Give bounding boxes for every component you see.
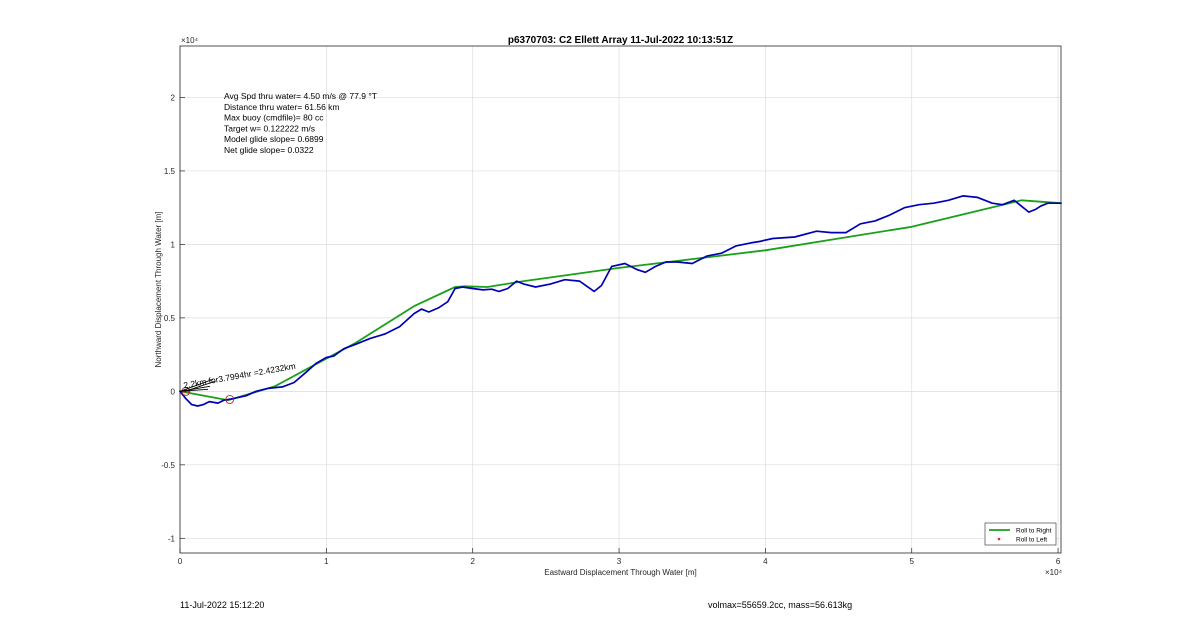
grid [179, 46, 1061, 553]
y-axis-ticks: -1 -0.5 0 0.5 1 1.5 2 [161, 93, 185, 543]
drift-arrow-line [179, 378, 214, 392]
drift-arrow-line [179, 385, 211, 392]
x-axis-multiplier: ×10⁴ [1045, 568, 1063, 577]
stats-line: Max buoy (cmdfile)= 80 cc [224, 113, 324, 123]
legend-label: Roll to Right [1016, 527, 1052, 534]
stats-line: Avg Spd thru water= 4.50 m/s @ 77.9 °T [224, 91, 377, 101]
stats-line: Net glide slope= 0.0322 [224, 145, 314, 155]
footer-date: 11-Jul-2022 15:12:20 [180, 600, 265, 610]
x-tick-label: 1 [324, 557, 329, 566]
y-tick-label: 1.5 [164, 167, 176, 176]
marker-circle [225, 394, 235, 404]
y-tick-label: 2 [171, 93, 176, 102]
y-tick-label: 0 [171, 387, 176, 396]
footer-volmass: volmax=55659.2cc, mass=56.613kg [708, 600, 853, 610]
stats-line: Model glide slope= 0.6899 [224, 134, 324, 144]
x-axis-label: Eastward Displacement Through Water [m] [544, 568, 697, 577]
x-tick-label: 0 [178, 557, 183, 566]
y-tick-label: 1 [171, 240, 176, 249]
x-tick-label: 2 [470, 557, 475, 566]
y-tick-label: -1 [168, 534, 176, 543]
x-axis-ticks: 0 1 2 3 4 5 6 [178, 548, 1061, 566]
legend: Roll to Right Roll to Left [984, 522, 1057, 546]
legend-items: Roll to Right Roll to Left [989, 527, 1052, 543]
x-tick-label: 6 [1056, 557, 1061, 566]
series-layer [179, 195, 1062, 407]
y-axis-label: Northward Displacement Through Water [m] [154, 211, 163, 367]
legend-label: Roll to Left [1016, 536, 1047, 543]
y-tick-label: -0.5 [161, 461, 175, 470]
chart-title: p6370703: C2 Ellett Array 11-Jul-2022 10… [508, 35, 733, 46]
x-tick-label: 4 [763, 557, 768, 566]
plot-frame [179, 45, 1062, 554]
legend-swatch-dot [997, 537, 1001, 541]
drift-arrow-line [179, 388, 209, 392]
y-tick-label: 0.5 [164, 314, 176, 323]
y-axis-multiplier: ×10⁴ [181, 36, 199, 45]
x-tick-label: 3 [617, 557, 622, 566]
legend-box [984, 522, 1057, 546]
drift-arrow-line [184, 380, 216, 392]
stats-line: Target w= 0.122222 m/s [224, 123, 315, 133]
roll-to-right-series [179, 199, 1062, 402]
annotation-text: 2.2km for3.7994hr =2.4232km [183, 361, 297, 391]
blue-track-series [179, 195, 1062, 407]
stats-line: Distance thru water= 61.56 km [224, 102, 340, 112]
stats-box: Avg Spd thru water= 4.50 m/s @ 77.9 °TDi… [224, 91, 377, 155]
x-tick-label: 5 [910, 557, 915, 566]
